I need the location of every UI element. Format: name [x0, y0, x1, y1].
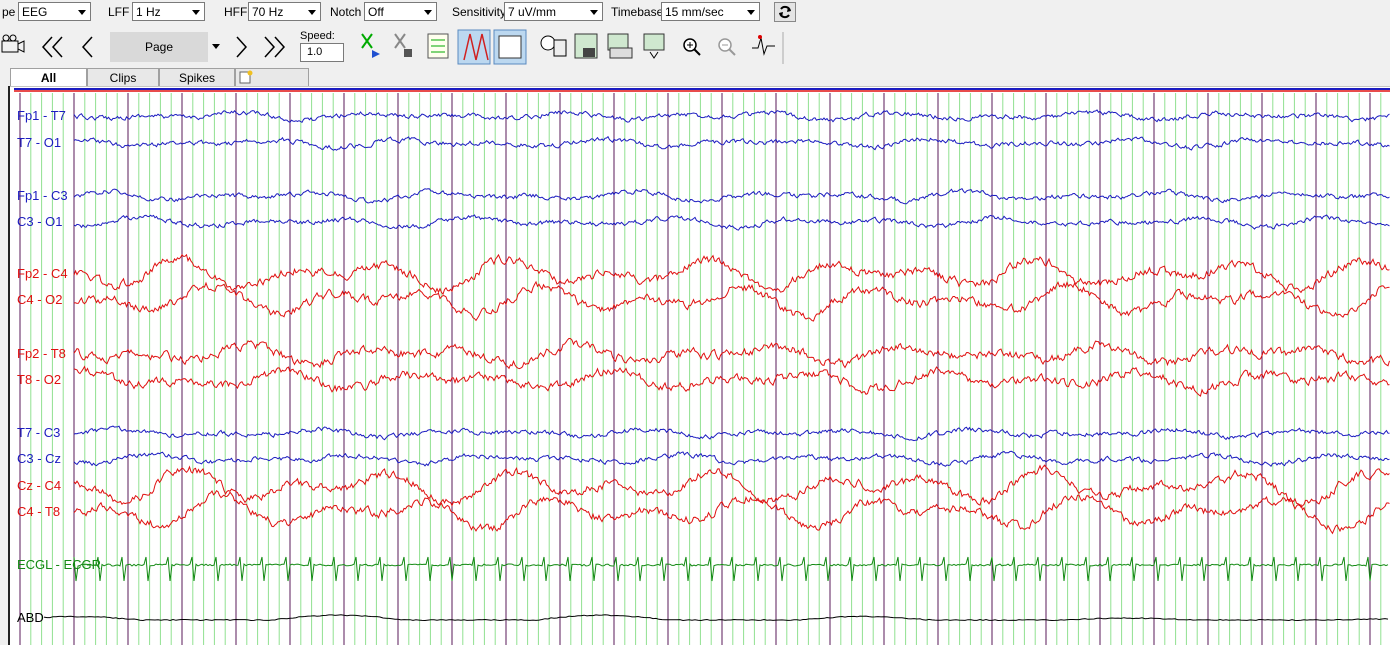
waveform	[43, 614, 1389, 622]
zoom-in-icon[interactable]	[683, 38, 701, 56]
patient-icon[interactable]	[540, 35, 567, 57]
wave-icon	[463, 33, 489, 61]
waveform	[73, 425, 1390, 442]
tab[interactable]: Clips	[87, 68, 159, 86]
waveform	[73, 280, 1390, 322]
channel-label: Fp1 - T7	[17, 108, 66, 123]
channel-label: Fp2 - T8	[17, 346, 66, 361]
new-tab-icon	[239, 70, 253, 84]
last-page-button[interactable]	[264, 36, 286, 58]
waveform	[73, 556, 1389, 582]
waveform	[73, 109, 1390, 124]
first-page-button[interactable]	[41, 36, 63, 58]
normalize-icon[interactable]	[643, 33, 665, 59]
print-icon[interactable]	[607, 33, 633, 59]
montage-icon[interactable]	[427, 33, 449, 59]
tab[interactable]	[235, 68, 309, 86]
next-button[interactable]	[236, 36, 248, 58]
tab[interactable]: Spikes	[159, 68, 235, 86]
video-icon[interactable]	[574, 33, 598, 59]
refresh-icon	[779, 5, 791, 19]
waveform	[73, 214, 1390, 231]
speed-input[interactable]: 1.0	[300, 43, 344, 62]
tab[interactable]: All	[10, 68, 87, 86]
lff-select[interactable]: 1 Hz	[132, 2, 205, 21]
page-button[interactable]: Page	[110, 32, 208, 62]
refresh-button[interactable]	[774, 2, 796, 22]
waveform	[73, 450, 1390, 467]
channel-label: ECGL - ECGR	[17, 557, 101, 572]
waveform	[73, 253, 1390, 296]
waveform	[73, 489, 1390, 535]
grid-icon	[498, 35, 522, 59]
zoom-out-icon[interactable]	[718, 38, 736, 56]
sensitivity-select[interactable]: 7 uV/mm	[504, 2, 603, 21]
prev-button[interactable]	[81, 36, 93, 58]
plot-background	[8, 86, 1390, 645]
lff-label: LFF	[108, 5, 130, 19]
channel-label: T8 - O2	[17, 372, 61, 387]
timebase-select[interactable]: 15 mm/sec	[661, 2, 760, 21]
clip-stop-icon[interactable]	[394, 33, 412, 57]
notch-select[interactable]: Off	[364, 2, 437, 21]
sensitivity-label: Sensitivity	[452, 5, 507, 19]
timebase-label: Timebase	[611, 5, 664, 19]
channel-label: Fp2 - C4	[17, 266, 68, 281]
toolbar-icons	[1, 29, 784, 65]
page-dropdown[interactable]	[212, 44, 220, 53]
speed-label: Speed:	[300, 30, 335, 42]
notch-label: Notch	[330, 5, 362, 19]
clip-cut-icon[interactable]	[361, 33, 380, 58]
hff-label: HFF	[224, 5, 248, 19]
channel-label: T7 - O1	[17, 135, 61, 150]
hff-select[interactable]: 70 Hz	[248, 2, 321, 21]
waveform	[73, 464, 1390, 508]
channel-label: C4 - O2	[17, 292, 63, 307]
eeg-plot: Fp1 - T7 T7 - O1 Fp1 - C3 C3 - O1 Fp2 - C4 C4…	[8, 86, 1390, 645]
channel-label: Fp1 - C3	[17, 188, 68, 203]
waveform	[73, 135, 1390, 151]
channel-label: Cz - C4	[17, 478, 61, 493]
waveform	[73, 188, 1390, 205]
waveform	[73, 337, 1390, 370]
spike-icon[interactable]	[752, 35, 775, 56]
channel-label: C3 - Cz	[17, 451, 61, 466]
channel-label: ABD	[17, 610, 44, 625]
type-select[interactable]: EEG	[18, 2, 91, 21]
waveform	[73, 365, 1390, 397]
camera-icon[interactable]	[1, 34, 25, 53]
type-label: pe	[2, 5, 16, 19]
channel-label: C3 - O1	[17, 214, 63, 229]
channel-label: C4 - T8	[17, 504, 60, 519]
channel-label: T7 - C3	[17, 425, 60, 440]
